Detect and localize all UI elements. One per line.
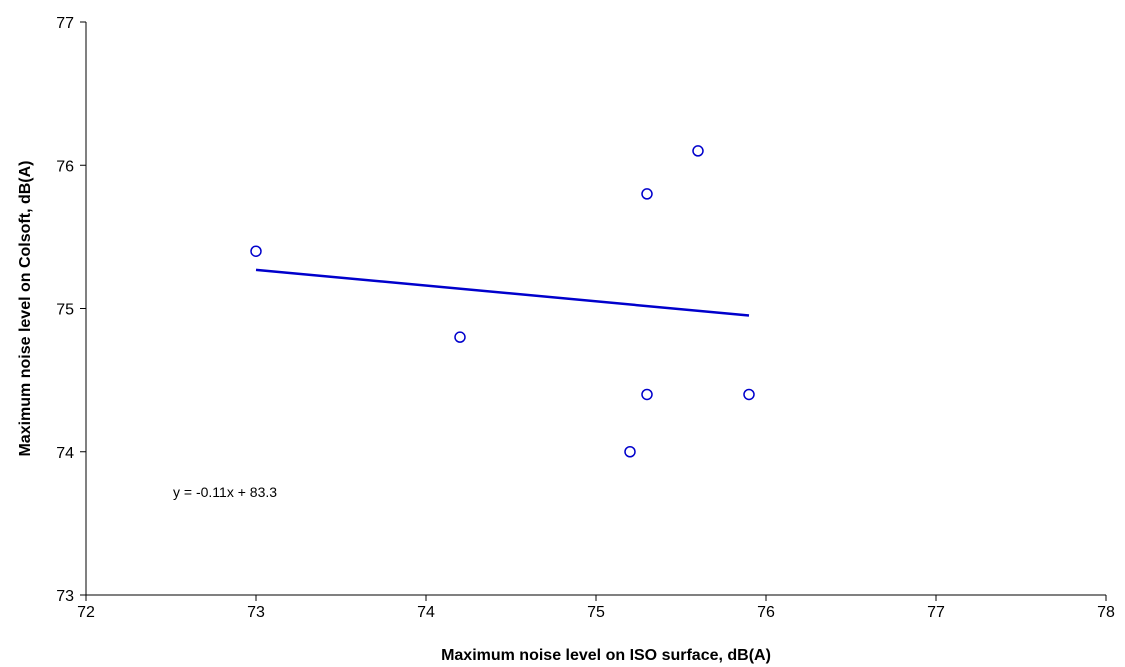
x-tick-label: 74: [417, 604, 435, 621]
x-axis-ticks: 72 73 74 75 76 77 78: [77, 595, 1115, 621]
x-axis-title: Maximum noise level on ISO surface, dB(A…: [441, 647, 771, 664]
x-tick-label: 76: [757, 604, 775, 621]
x-tick-label: 75: [587, 604, 605, 621]
y-axis-ticks: 73 74 75 76 77: [56, 15, 86, 605]
data-point: [692, 145, 704, 157]
x-tick-label: 72: [77, 604, 95, 621]
x-tick-label: 78: [1097, 604, 1115, 621]
data-point: [624, 446, 636, 458]
data-point: [641, 188, 653, 200]
y-tick-label: 74: [56, 445, 74, 462]
data-point: [250, 245, 262, 257]
trendline-equation: y = -0.11x + 83.3: [173, 484, 277, 500]
y-axis-title: Maximum noise level on Colsoft, dB(A): [17, 160, 34, 456]
y-tick-label: 73: [56, 588, 74, 605]
data-point: [454, 331, 466, 343]
trendline: [255, 268, 750, 317]
data-points: [250, 145, 755, 458]
x-tick-label: 73: [247, 604, 265, 621]
axes: [85, 22, 1106, 596]
data-point: [641, 388, 653, 401]
y-tick-label: 75: [56, 302, 74, 319]
data-point: [743, 388, 755, 401]
x-tick-label: 77: [927, 604, 945, 621]
trendline-group: [255, 268, 750, 317]
y-tick-label: 76: [56, 158, 74, 175]
y-tick-label: 77: [56, 15, 74, 32]
